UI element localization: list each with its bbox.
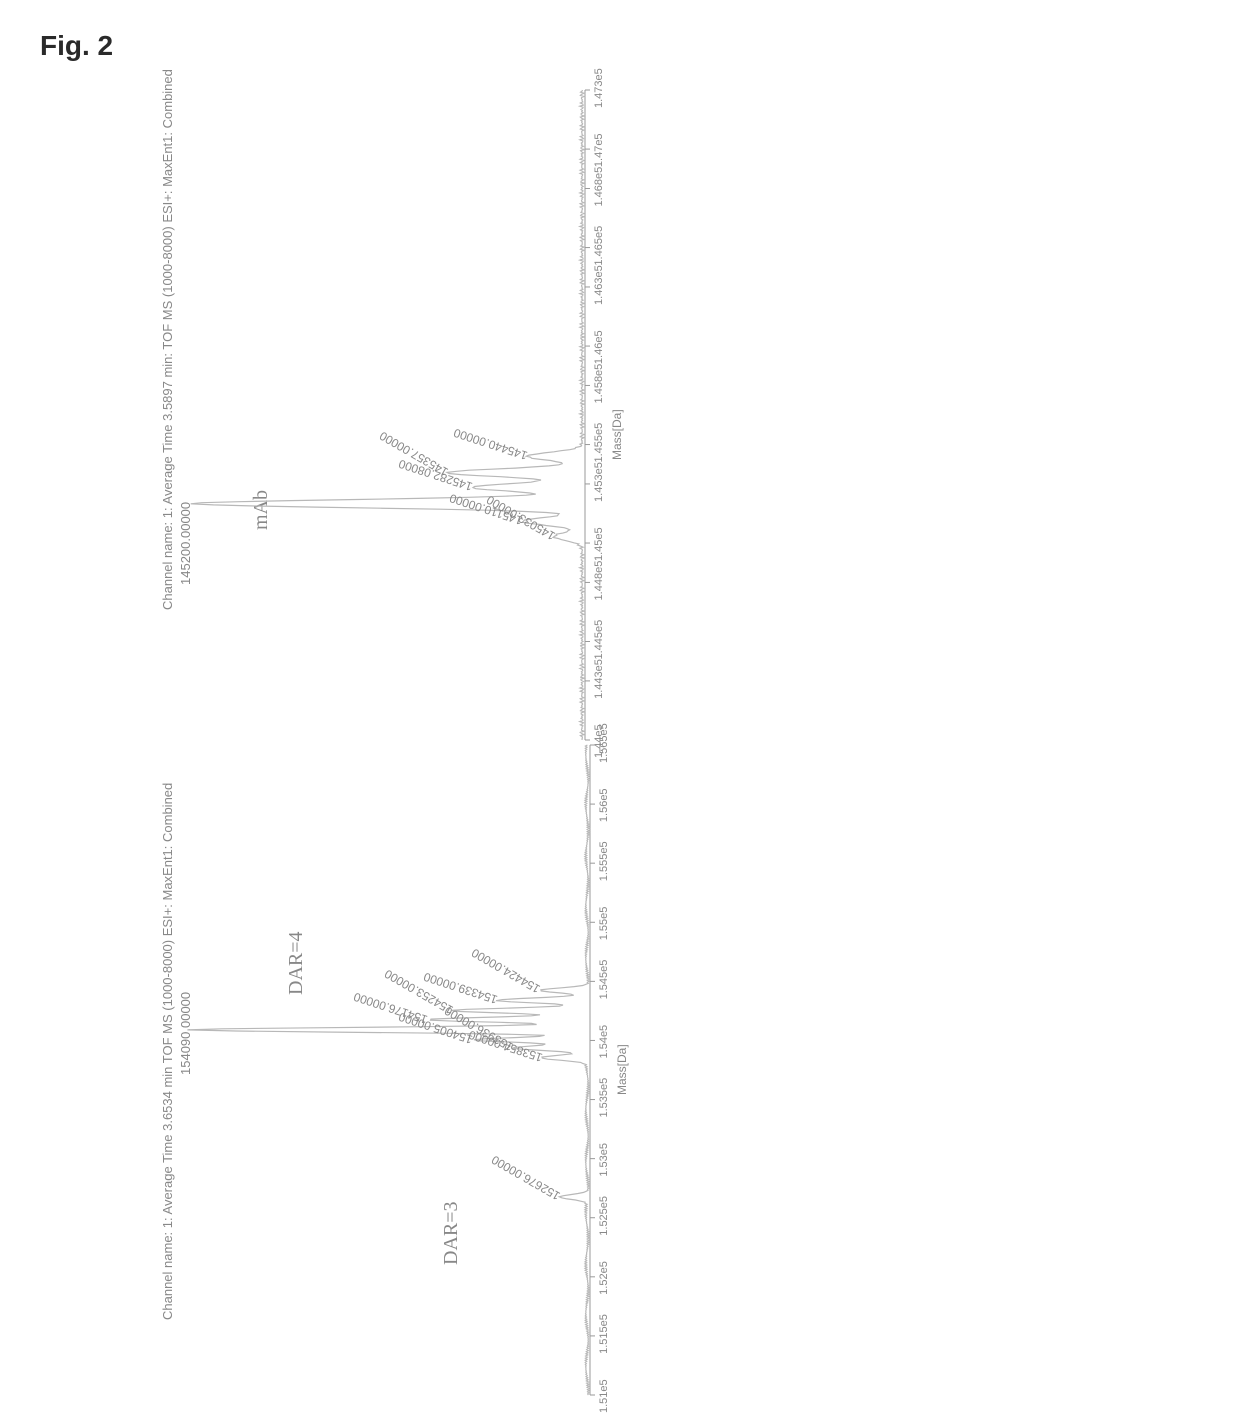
tick-label: 1.455e5 <box>593 423 605 463</box>
tick-label: 1.565e5 <box>598 723 610 763</box>
tick-label: 1.473e5 <box>593 68 605 108</box>
bottom-spectrum-svg <box>160 745 600 1395</box>
tick-label: 1.51e5 <box>598 1379 610 1413</box>
tick-label: 1.54e5 <box>598 1025 610 1059</box>
tick-label: 1.555e5 <box>598 841 610 881</box>
tick-label: 1.46e5 <box>593 330 605 364</box>
tick-label: 1.465e5 <box>593 226 605 266</box>
tick-label: 1.515e5 <box>598 1314 610 1354</box>
tick-label: 1.545e5 <box>598 960 610 1000</box>
tick-label: 1.45e5 <box>593 527 605 561</box>
tick-label: 1.52e5 <box>598 1261 610 1295</box>
tick-label: 1.47e5 <box>593 133 605 167</box>
tick-label: 1.55e5 <box>598 907 610 941</box>
tick-label: 1.535e5 <box>598 1078 610 1118</box>
tick-label: 1.448e5 <box>593 561 605 601</box>
tick-label: 1.458e5 <box>593 364 605 404</box>
figure-title: Fig. 2 <box>40 30 113 62</box>
top-spectrum-panel: Channel name: 1: Average Time 3.5897 min… <box>160 90 590 740</box>
tick-label: 1.453e5 <box>593 462 605 502</box>
top-spectrum-svg <box>160 90 590 740</box>
tick-label: 1.443e5 <box>593 659 605 699</box>
tick-label: 1.445e5 <box>593 620 605 660</box>
bottom-spectrum-panel: Channel name: 1: Average Time 3.6534 min… <box>160 745 600 1395</box>
bottom-xaxis-label: Mass[Da] <box>615 1044 629 1095</box>
tick-label: 1.463e5 <box>593 265 605 305</box>
tick-label: 1.468e5 <box>593 167 605 207</box>
tick-label: 1.525e5 <box>598 1196 610 1236</box>
top-xaxis-label: Mass[Da] <box>610 409 624 460</box>
tick-label: 1.53e5 <box>598 1143 610 1177</box>
tick-label: 1.56e5 <box>598 788 610 822</box>
